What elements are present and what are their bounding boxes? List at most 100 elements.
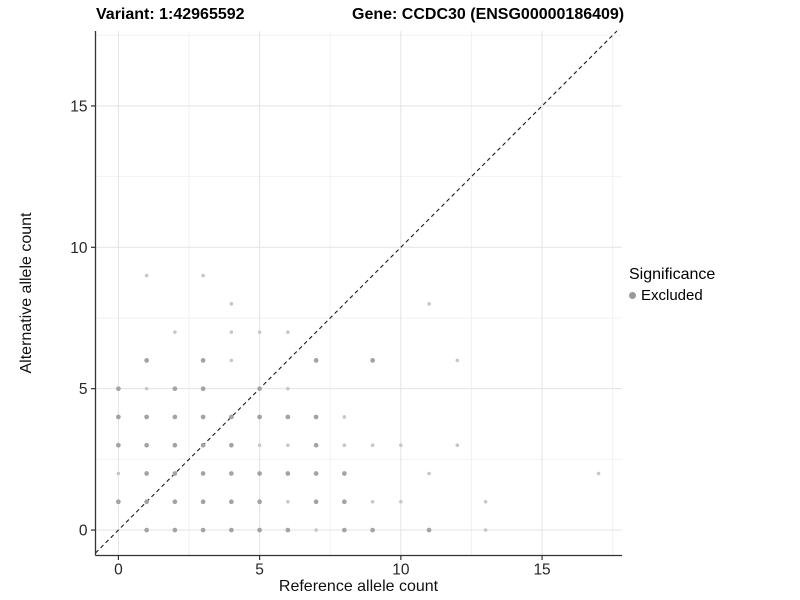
data-point [342, 443, 347, 448]
data-point [172, 471, 178, 476]
data-point [483, 528, 488, 532]
gridlines-major [95, 31, 622, 556]
data-point [257, 499, 262, 505]
data-point [229, 302, 234, 306]
legend-item-excluded: Excluded [629, 287, 715, 304]
data-point [257, 471, 262, 476]
legend-item-label: Excluded [641, 287, 703, 304]
data-point [370, 443, 375, 448]
tick-label: 5 [79, 381, 88, 398]
gene-title: Gene: CCDC30 (ENSG00000186409) [352, 6, 625, 23]
tick-label: 0 [114, 562, 123, 579]
data-point [229, 442, 234, 448]
data-point [144, 471, 149, 476]
legend-title: Significance [629, 266, 716, 283]
data-point [426, 527, 432, 533]
data-point [116, 414, 121, 420]
data-point [200, 414, 206, 420]
data-point [116, 442, 121, 448]
data-point [229, 527, 234, 533]
data-point [201, 273, 205, 278]
data-point [257, 527, 262, 533]
data-point [455, 358, 460, 363]
data-point [173, 330, 177, 334]
tick-label: 10 [392, 562, 410, 579]
tick-labels: 0 5 10 15 0 5 10 15 [70, 98, 550, 578]
data-point [229, 471, 234, 476]
data-point [286, 330, 290, 334]
excluded-dot-icon [629, 292, 636, 299]
variant-title: Variant: 1:42965592 [96, 6, 245, 23]
axis-lines [94, 31, 622, 557]
data-point [257, 443, 262, 448]
data-point [172, 442, 178, 448]
data-point [286, 443, 290, 448]
data-point [116, 386, 121, 392]
data-point [399, 499, 403, 504]
gridlines-minor [95, 31, 622, 556]
data-point [200, 442, 206, 448]
data-point [427, 302, 431, 306]
data-point [144, 442, 149, 448]
data-point [313, 471, 319, 476]
data-point [286, 386, 290, 391]
data-point [144, 386, 149, 391]
data-point [144, 527, 149, 533]
data-point [370, 499, 375, 504]
data-point [313, 414, 319, 420]
data-point [399, 443, 403, 448]
data-point [200, 386, 206, 392]
data-point [285, 527, 291, 533]
data-point [229, 358, 234, 363]
data-point [341, 527, 347, 533]
tick-label: 5 [255, 562, 264, 579]
data-point [596, 471, 601, 476]
data-point [229, 499, 234, 505]
data-point [200, 471, 206, 476]
axis-ticks [91, 105, 543, 560]
data-point [342, 415, 347, 419]
data-point [257, 330, 262, 334]
tick-label: 15 [70, 98, 87, 115]
tick-label: 0 [79, 523, 88, 540]
tick-label: 15 [533, 562, 550, 579]
data-point [285, 414, 291, 420]
data-point [229, 414, 234, 420]
data-point [314, 528, 318, 532]
data-point [313, 499, 319, 505]
y-axis-title: Alternative allele count [18, 212, 35, 374]
data-point [313, 358, 319, 363]
data-point [229, 330, 234, 334]
data-point [455, 443, 460, 448]
data-point [286, 499, 290, 504]
data-point [370, 358, 375, 363]
data-point [144, 273, 149, 278]
data-point [172, 499, 178, 505]
data-point [116, 499, 121, 505]
data-point [427, 471, 431, 476]
data-point [313, 442, 319, 448]
data-point [341, 499, 347, 505]
data-point [483, 499, 488, 504]
x-axis-title: Reference allele count [278, 578, 439, 595]
identity-line [95, 30, 618, 554]
data-point [172, 414, 178, 420]
data-point [172, 386, 178, 392]
data-point [341, 471, 347, 476]
data-points [116, 273, 601, 533]
tick-label: 10 [70, 240, 88, 257]
data-point [257, 414, 262, 420]
data-point [144, 414, 149, 420]
data-point [116, 471, 121, 476]
data-point [172, 527, 178, 533]
data-point [285, 471, 291, 476]
data-point [200, 499, 206, 505]
data-point [370, 527, 375, 533]
data-point [257, 386, 262, 392]
data-point [144, 358, 149, 363]
legend: Significance Excluded [629, 266, 715, 304]
data-point [200, 358, 206, 363]
data-point [200, 527, 206, 533]
